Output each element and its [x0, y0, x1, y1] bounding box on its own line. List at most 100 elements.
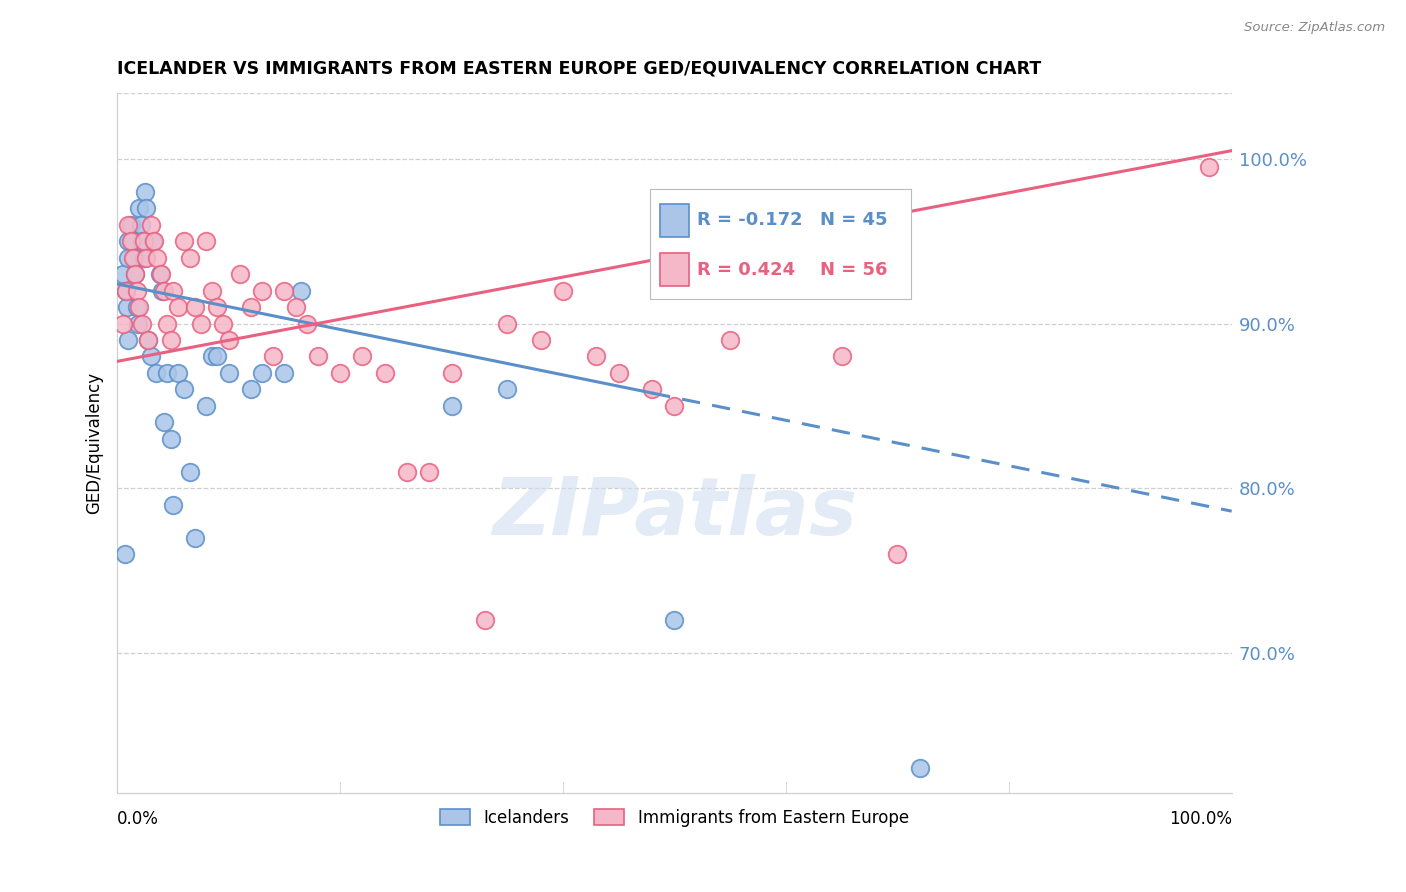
Point [201, 284, 224, 298]
Point [127, 284, 149, 298]
Point [129, 218, 152, 232]
Point [201, 350, 224, 364]
Point [131, 317, 153, 331]
Legend: Icelanders, Immigrants from Eastern Europe: Icelanders, Immigrants from Eastern Euro… [433, 802, 915, 833]
Point [143, 234, 166, 248]
Point [284, 300, 307, 314]
Point [153, 415, 176, 429]
Point [496, 317, 519, 331]
Point [440, 366, 463, 380]
Text: ZIPatlas: ZIPatlas [492, 474, 856, 552]
Point [179, 465, 201, 479]
Point [127, 300, 149, 314]
Point [290, 284, 312, 298]
Point [239, 300, 262, 314]
Point [159, 432, 181, 446]
Point [117, 333, 139, 347]
Point [156, 317, 179, 331]
Point [127, 317, 149, 331]
Point [115, 300, 138, 314]
Point [195, 399, 218, 413]
Point [124, 267, 146, 281]
Point [307, 350, 329, 364]
Point [167, 366, 190, 380]
Point [162, 284, 184, 298]
Point [135, 201, 157, 215]
Point [121, 251, 143, 265]
Point [218, 333, 240, 347]
Point [250, 284, 273, 298]
Y-axis label: GED/Equivalency: GED/Equivalency [86, 372, 103, 514]
Point [114, 547, 136, 561]
Point [530, 333, 553, 347]
Point [159, 333, 181, 347]
Point [167, 300, 190, 314]
Point [132, 234, 155, 248]
Point [153, 284, 176, 298]
Point [585, 350, 607, 364]
Point [120, 234, 142, 248]
Point [134, 185, 156, 199]
Text: ICELANDER VS IMMIGRANTS FROM EASTERN EUROPE GED/EQUIVALENCY CORRELATION CHART: ICELANDER VS IMMIGRANTS FROM EASTERN EUR… [117, 60, 1042, 78]
Point [115, 284, 138, 298]
Bar [661, 203, 689, 236]
Point [111, 317, 134, 331]
Point [121, 234, 143, 248]
Point [150, 284, 173, 298]
Point [607, 366, 630, 380]
Point [179, 251, 201, 265]
Point [239, 382, 262, 396]
Point [664, 399, 686, 413]
Point [139, 218, 162, 232]
Point [128, 300, 150, 314]
Point [262, 350, 284, 364]
Point [162, 498, 184, 512]
Point [184, 300, 207, 314]
Point [132, 251, 155, 265]
Point [329, 366, 352, 380]
Bar [661, 253, 689, 286]
Point [173, 234, 195, 248]
Point [145, 366, 167, 380]
Point [135, 251, 157, 265]
Point [551, 284, 574, 298]
Text: 100.0%: 100.0% [1168, 810, 1232, 828]
Point [273, 366, 295, 380]
Point [120, 218, 142, 232]
Point [115, 284, 138, 298]
Point [124, 267, 146, 281]
Point [496, 382, 519, 396]
Point [156, 366, 179, 380]
Point [138, 333, 160, 347]
Point [190, 317, 212, 331]
Point [229, 267, 252, 281]
Point [149, 267, 172, 281]
Point [886, 547, 908, 561]
Point [128, 201, 150, 215]
Point [184, 531, 207, 545]
Point [374, 366, 396, 380]
Point [111, 267, 134, 281]
Point [418, 465, 440, 479]
Point [146, 251, 169, 265]
Point [207, 350, 229, 364]
Point [117, 251, 139, 265]
Point [1198, 160, 1220, 174]
Point [195, 234, 218, 248]
Point [831, 350, 853, 364]
Text: R = -0.172: R = -0.172 [697, 211, 803, 229]
Point [142, 234, 165, 248]
Point [207, 300, 229, 314]
Point [139, 350, 162, 364]
Text: R = 0.424: R = 0.424 [697, 260, 794, 278]
Point [122, 251, 145, 265]
Point [664, 613, 686, 627]
Point [218, 366, 240, 380]
Point [641, 382, 664, 396]
Point [440, 399, 463, 413]
Point [352, 350, 374, 364]
Point [212, 317, 235, 331]
Point [117, 234, 139, 248]
Point [138, 333, 160, 347]
Point [148, 267, 170, 281]
